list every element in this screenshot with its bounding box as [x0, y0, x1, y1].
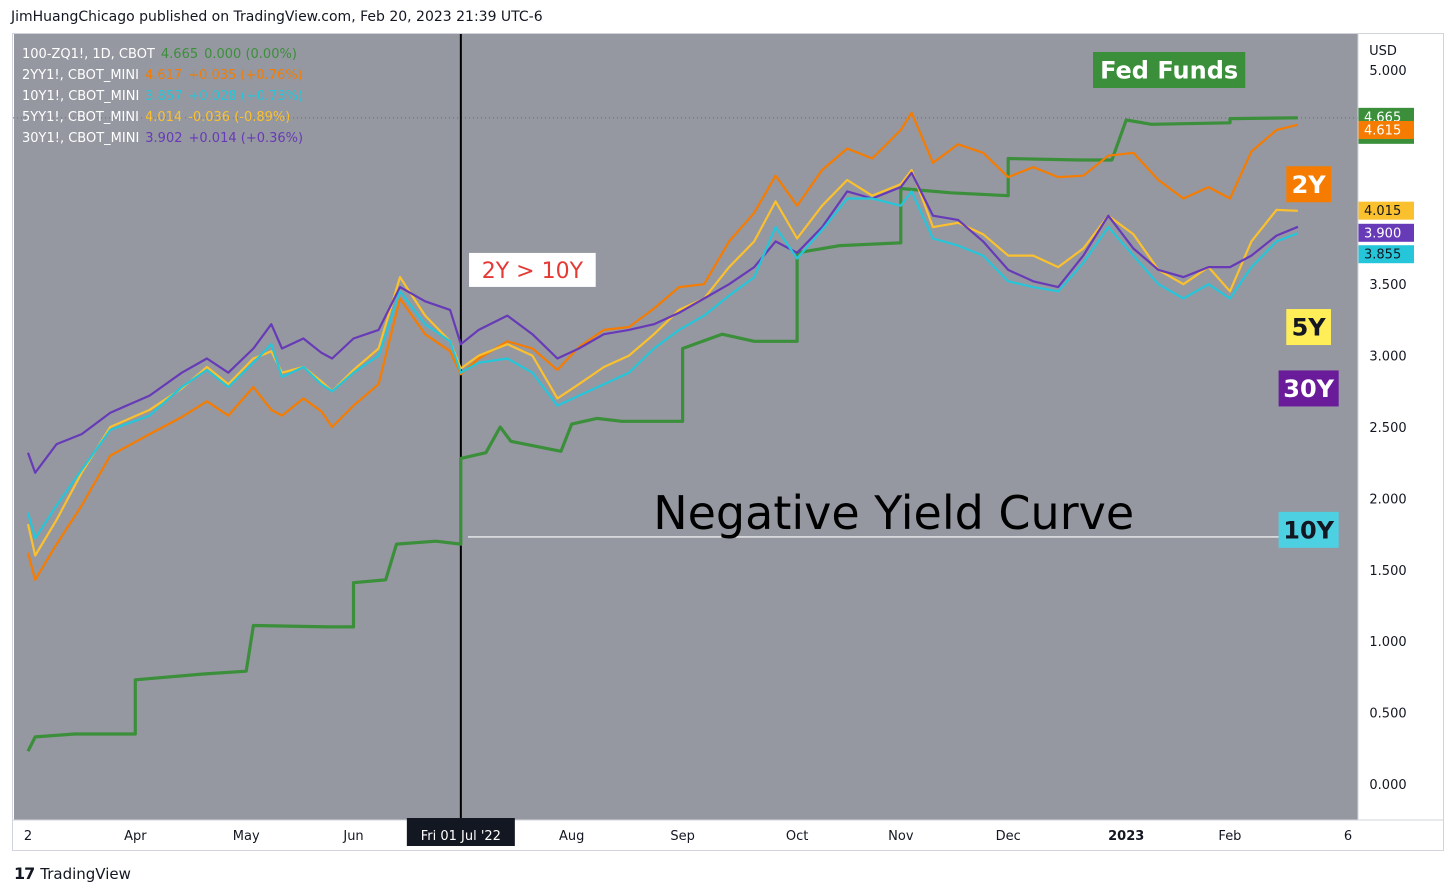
- x-tick-label: Oct: [786, 829, 808, 844]
- annotation-2y[interactable]: 2Y: [1292, 171, 1327, 199]
- price-tag[interactable]: [1358, 223, 1414, 242]
- price-tag-value: 4.615: [1364, 123, 1401, 138]
- annotation-5y-box[interactable]: [1286, 309, 1332, 346]
- y-tick-label: 1.500: [1369, 564, 1406, 579]
- x-tick-label: Aug: [559, 829, 584, 844]
- x-tick-label: 6: [1344, 829, 1352, 844]
- x-tick-label: Sep: [670, 829, 695, 844]
- y-tick-label: 2.000: [1369, 492, 1406, 507]
- legend-value: 3.902: [145, 131, 183, 146]
- legend-value: 4.665: [160, 47, 199, 62]
- annotation-10y-box[interactable]: [1278, 511, 1339, 548]
- tradingview-brand[interactable]: TradingView: [40, 864, 131, 883]
- legend-value: 4.617: [144, 68, 183, 83]
- annotation-negative-yield-curve[interactable]: Negative Yield Curve: [653, 486, 1134, 540]
- legend: 100-ZQ1!, 1D, CBOT 4.665 0.000 (0.00%) 2YY1…: [22, 44, 303, 149]
- y-tick-label: 3.500: [1369, 278, 1406, 293]
- annotation-5y[interactable]: 5Y: [1292, 314, 1327, 342]
- legend-row[interactable]: 5YY1!, CBOT_MINI 4.014 -0.036 (-0.89%): [22, 107, 303, 128]
- series-line-30y[interactable]: [26, 171, 1299, 474]
- legend-symbol: 10Y1!, CBOT_MINI: [22, 89, 140, 104]
- legend-change: +0.035 (+0.76%): [188, 68, 303, 83]
- series-line-fed-funds[interactable]: [26, 116, 1298, 752]
- legend-row[interactable]: 10Y1!, CBOT_MINI 3.857 +0.028 (+0.73%): [22, 86, 303, 107]
- annotation-30y-box[interactable]: [1278, 370, 1339, 407]
- x-tick-label: Dec: [996, 829, 1021, 844]
- legend-change: 0.000 (0.00%): [204, 47, 297, 62]
- annotation-2y-box[interactable]: [1286, 166, 1332, 203]
- y-tick-label: 3.000: [1369, 350, 1406, 365]
- annotation-10y[interactable]: 10Y: [1283, 516, 1334, 544]
- price-tag-value: 3.855: [1364, 248, 1401, 263]
- annotation-2y-10y[interactable]: 2Y > 10Y: [482, 259, 584, 284]
- legend-symbol: 2YY1!, CBOT_MINI: [22, 68, 139, 83]
- y-tick-label: 0.000: [1369, 778, 1406, 793]
- price-tag-value: 3.900: [1364, 226, 1401, 241]
- x-tick-label: Apr: [124, 829, 147, 844]
- chart-frame: [12, 33, 1444, 851]
- tradingview-logo-icon[interactable]: 17: [14, 864, 35, 883]
- x-tick-label: May: [233, 829, 260, 844]
- legend-value: 4.014: [144, 110, 183, 125]
- legend-value: 3.857: [145, 89, 183, 104]
- x-tick-label: 2: [24, 829, 32, 844]
- y-tick-label: 2.500: [1369, 421, 1406, 436]
- price-tag[interactable]: [1358, 201, 1414, 220]
- legend-symbol: 5YY1!, CBOT_MINI: [22, 110, 139, 125]
- legend-row[interactable]: 30Y1!, CBOT_MINI 3.902 +0.014 (+0.36%): [22, 128, 303, 149]
- x-tick-label: Nov: [888, 829, 914, 844]
- price-tag[interactable]: [1358, 245, 1414, 264]
- crosshair-date-label: Fri 01 Jul '22: [421, 829, 501, 844]
- crosshair-date-box[interactable]: [406, 818, 515, 846]
- currency-label: USD: [1369, 44, 1397, 59]
- annotation-2y-10y-box[interactable]: [469, 252, 596, 287]
- y-tick-label: 1.000: [1369, 635, 1406, 650]
- price-tag-value: 4.015: [1364, 204, 1401, 219]
- x-tick-label: 2023: [1108, 829, 1144, 844]
- price-tag[interactable]: [1358, 120, 1414, 139]
- y-tick-label: 0.500: [1369, 707, 1406, 722]
- legend-row[interactable]: 100-ZQ1!, 1D, CBOT 4.665 0.000 (0.00%): [22, 44, 303, 65]
- publication-header: JimHuangChicago published on TradingView…: [11, 9, 543, 25]
- plot-background[interactable]: [14, 34, 1358, 820]
- series-line-2y[interactable]: [26, 111, 1299, 581]
- legend-change: +0.028 (+0.73%): [188, 89, 304, 104]
- legend-change: +0.014 (+0.36%): [188, 131, 304, 146]
- time-axis[interactable]: [14, 820, 1442, 850]
- x-tick-label: Feb: [1218, 829, 1241, 844]
- annotation-fed-funds-box[interactable]: [1093, 52, 1246, 88]
- series-line-10y[interactable]: [26, 190, 1299, 540]
- legend-change: -0.036 (-0.89%): [188, 110, 291, 125]
- x-tick-label: Jun: [342, 829, 363, 844]
- legend-symbol: 100-ZQ1!, 1D, CBOT: [22, 47, 155, 62]
- annotation-30y[interactable]: 30Y: [1283, 375, 1334, 403]
- legend-symbol: 30Y1!, CBOT_MINI: [22, 131, 140, 146]
- legend-row[interactable]: 2YY1!, CBOT_MINI 4.617 +0.035 (+0.76%): [22, 65, 303, 86]
- y-tick-label: 5.000: [1369, 64, 1406, 79]
- annotation-fed-funds[interactable]: Fed Funds: [1100, 57, 1238, 85]
- footer: 17 TradingView: [14, 864, 131, 883]
- price-axis[interactable]: [1358, 34, 1443, 820]
- series-line-5y[interactable]: [26, 168, 1298, 557]
